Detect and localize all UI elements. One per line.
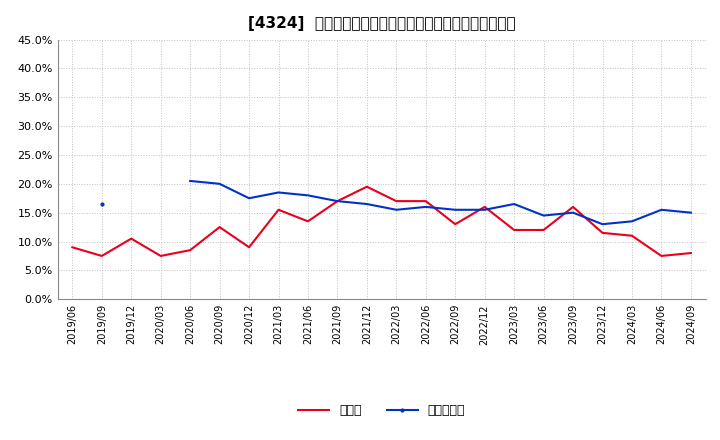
- 現預金: [657, 253, 666, 259]
- 現預金: [421, 198, 430, 204]
- 現預金: [687, 250, 696, 256]
- 現預金: [451, 222, 459, 227]
- Title: [4324]  現預金、有利子負債の総資産に対する比率の推移: [4324] 現預金、有利子負債の総資産に対する比率の推移: [248, 16, 516, 32]
- Legend: 現預金, 有利子負債: 現預金, 有利子負債: [298, 404, 465, 417]
- 現預金: [186, 248, 194, 253]
- 現預金: [510, 227, 518, 233]
- 現預金: [156, 253, 165, 259]
- 現預金: [569, 204, 577, 209]
- 現預金: [304, 219, 312, 224]
- 現預金: [363, 184, 372, 189]
- 現預金: [97, 253, 106, 259]
- Line: 現預金: 現預金: [72, 187, 691, 256]
- 現預金: [392, 198, 400, 204]
- 現預金: [68, 245, 76, 250]
- 現預金: [628, 233, 636, 238]
- 現預金: [539, 227, 548, 233]
- 現預金: [127, 236, 135, 241]
- 現預金: [598, 230, 607, 235]
- 現預金: [245, 245, 253, 250]
- 現預金: [215, 224, 224, 230]
- 現預金: [480, 204, 489, 209]
- 現預金: [333, 198, 342, 204]
- 現預金: [274, 207, 283, 213]
